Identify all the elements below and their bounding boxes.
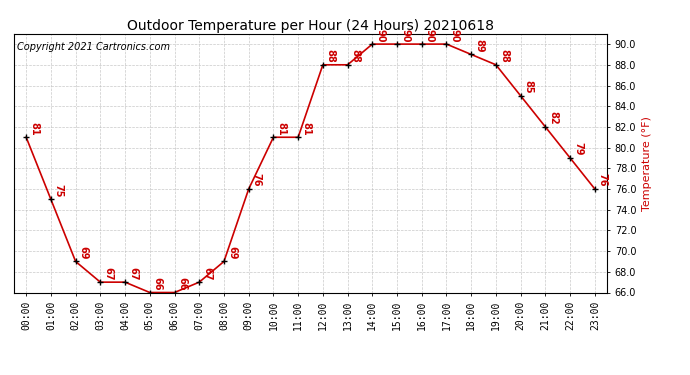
Text: 76: 76 [252,173,262,187]
Text: 90: 90 [425,28,435,42]
Title: Outdoor Temperature per Hour (24 Hours) 20210618: Outdoor Temperature per Hour (24 Hours) … [127,19,494,33]
Text: 66: 66 [152,277,163,290]
Text: 79: 79 [573,142,583,156]
Text: 81: 81 [277,122,286,135]
Text: 81: 81 [301,122,311,135]
Text: 81: 81 [29,122,39,135]
Text: Copyright 2021 Cartronics.com: Copyright 2021 Cartronics.com [17,42,170,51]
Text: 75: 75 [54,184,64,197]
Text: 82: 82 [549,111,558,125]
Text: 67: 67 [104,267,113,280]
Text: 67: 67 [128,267,138,280]
Text: 90: 90 [375,28,385,42]
Text: 85: 85 [524,80,533,94]
Text: 90: 90 [400,28,410,42]
Text: 69: 69 [79,246,88,259]
Text: 76: 76 [598,173,608,187]
Text: 88: 88 [326,49,336,63]
Text: 66: 66 [177,277,188,290]
Text: 90: 90 [449,28,460,42]
Text: 89: 89 [474,39,484,53]
Text: 69: 69 [227,246,237,259]
Y-axis label: Temperature (°F): Temperature (°F) [642,116,652,211]
Text: 88: 88 [499,49,509,63]
Text: 88: 88 [351,49,361,63]
Text: 67: 67 [202,267,213,280]
